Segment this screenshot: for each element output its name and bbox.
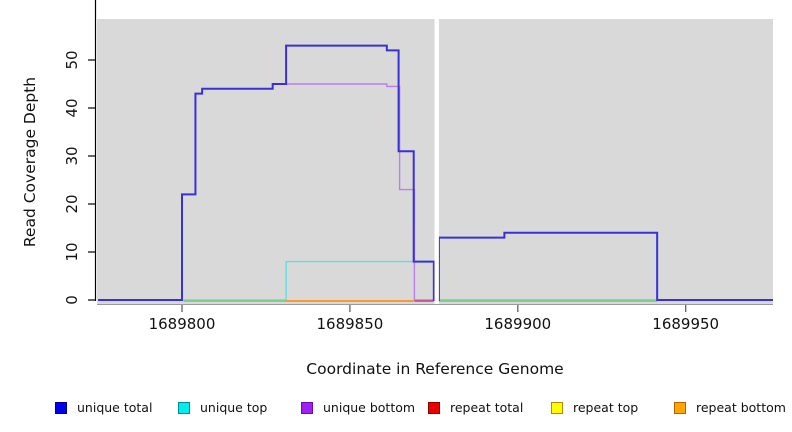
legend-item-repeat-top: repeat top	[551, 400, 638, 415]
repeat-bottom-swatch-icon	[674, 401, 686, 414]
legend-label: unique top	[200, 400, 268, 415]
repeat-total-swatch-icon	[428, 401, 440, 414]
legend-item-unique-top: unique top	[178, 400, 267, 415]
x-tick-label-1689850: 1689850	[316, 315, 384, 333]
legend-item-unique-total: unique total	[55, 400, 152, 415]
legend-label: unique total	[77, 400, 153, 415]
legend-label: repeat total	[450, 400, 524, 415]
legend-label: repeat bottom	[696, 400, 786, 415]
x-tick-label-1689800: 1689800	[148, 315, 216, 333]
legend-item-repeat-bottom: repeat bottom	[674, 400, 786, 415]
series-unique-top	[98, 260, 774, 301]
y-tick-label-0: 0	[63, 295, 81, 305]
legend-label: repeat top	[573, 400, 639, 415]
white-gap-line	[434, 18, 439, 305]
legend-item-repeat-total: repeat total	[428, 400, 523, 415]
series-unique-total	[98, 44, 774, 301]
x-tick-label-1689900: 1689900	[484, 315, 552, 333]
y-tick-label-10: 10	[63, 242, 81, 262]
unique-total-swatch-icon	[55, 401, 67, 414]
y-tick-label-50: 50	[63, 50, 81, 70]
x-tick-label-1689950: 1689950	[652, 315, 720, 333]
legend-label: unique bottom	[323, 400, 416, 415]
x-axis-title: Coordinate in Reference Genome	[306, 360, 564, 378]
y-tick-label-20: 20	[63, 194, 81, 214]
repeat-top-swatch-icon	[551, 401, 563, 414]
y-tick-label-40: 40	[63, 98, 81, 118]
legend-item-unique-bottom: unique bottom	[301, 400, 415, 415]
unique-top-swatch-icon	[178, 401, 190, 414]
unique-bottom-swatch-icon	[301, 401, 313, 414]
y-tick-label-30: 30	[63, 146, 81, 166]
y-axis-title: Read Coverage Depth	[21, 76, 39, 248]
